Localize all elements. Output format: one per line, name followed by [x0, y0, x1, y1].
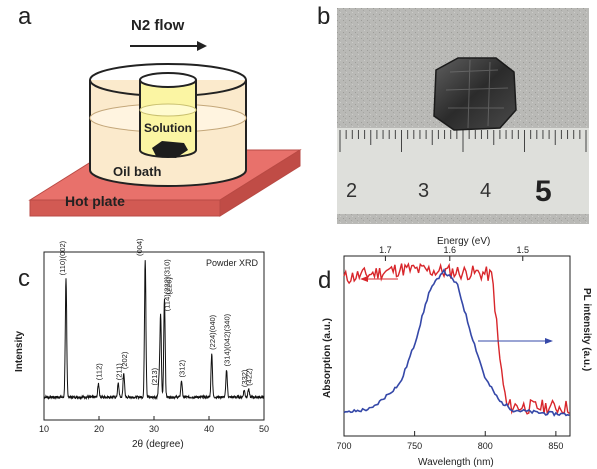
energy-tick-label: 1.7: [379, 245, 392, 255]
solution-surface: [139, 103, 197, 117]
xrd-peak-label: (314)(042)(340): [223, 313, 232, 366]
panel-a: a N2 flow Hot plate Solution Oil bath: [18, 3, 302, 217]
wavelength-tick-label: 750: [407, 441, 422, 451]
wavelength-tick-label: 800: [478, 441, 493, 451]
panel-c-letter: c: [18, 265, 30, 292]
panel-a-letter: a: [18, 3, 32, 30]
hot-plate-label: Hot plate: [65, 193, 125, 209]
xrd-peak-label: (110)(002): [58, 240, 67, 275]
perovskite-crystal: [433, 57, 517, 131]
wavelength-tick-label: 850: [548, 441, 563, 451]
xrd-y-label: Intensity: [14, 330, 25, 372]
n2-flow-label: N2 flow: [131, 17, 185, 34]
solution-label: Solution: [144, 121, 192, 135]
xrd-peak-label: (213): [150, 367, 159, 385]
xrd-peak-label: (220): [164, 277, 173, 295]
hot-plate-side: [219, 149, 301, 217]
ruler-number-5: 5: [535, 175, 552, 208]
ruler-ticks: [339, 130, 587, 152]
xrd-peak-label: (202): [120, 351, 129, 369]
crystal-in-vial: [152, 141, 188, 158]
panel-c: c Powder XRD 10 20 30 40 50 (110)(002)(112)(…: [14, 238, 269, 450]
xrd-x-tick-label: 10: [39, 424, 49, 434]
wavelength-tick-label: 700: [336, 441, 351, 451]
xrd-peak-labels: (110)(002) (112) (211)(202) (004) (220) (213)…: [58, 238, 254, 387]
xrd-x-tick-label: 30: [149, 424, 159, 434]
wavelength-x-label: Wavelength (nm): [418, 457, 494, 468]
absorption-axis-arrow-head: [360, 276, 368, 282]
xrd-peak-label: (004): [135, 238, 144, 256]
vial-rim: [139, 72, 197, 88]
panel-b-letter: b: [317, 3, 330, 30]
crystal-facets: [445, 59, 509, 129]
optical-axis-ticks: 700 750 800 850 1.7 1.6 1.5: [336, 245, 563, 451]
ruler-number-2: 2: [346, 180, 357, 202]
xrd-x-tick-label: 40: [204, 424, 214, 434]
energy-tick-label: 1.6: [444, 245, 457, 255]
xrd-peak-label: (422): [245, 368, 254, 386]
xrd-peak-label: (112): [94, 363, 103, 380]
xrd-x-label: 2θ (degree): [132, 439, 184, 450]
oil-bath-label: Oil bath: [113, 164, 161, 179]
ruler-number-4: 4: [480, 180, 491, 202]
absorption-y-label: Absorption (a.u.): [322, 318, 333, 398]
hot-plate-front: [29, 199, 221, 217]
xrd-peak-label: (114)(222)(310): [163, 259, 172, 311]
panel-d-letter: d: [318, 267, 331, 294]
panel-b: b 2 3 4 5: [317, 3, 589, 224]
energy-axis-label: Energy (eV): [437, 236, 490, 247]
xrd-peak-label: (224)(040): [208, 314, 217, 350]
xrd-x-tick-label: 20: [94, 424, 104, 434]
panel-d: d Energy (eV) 700 750 800 850 1.7 1.6 1.5 Abso…: [318, 236, 592, 468]
xrd-pattern-line: [43, 260, 265, 401]
pl-y-label: PL intensity (a.u.): [581, 288, 592, 371]
optical-plot-frame: [343, 255, 571, 437]
absorption-curve: [343, 262, 570, 415]
xrd-peak-label: (312): [178, 359, 187, 377]
xrd-peak-label: (332): [240, 369, 249, 387]
xrd-peak-label: (211): [114, 363, 123, 380]
energy-tick-label: 1.5: [517, 245, 530, 255]
xrd-x-ticks: 10 20 30 40 50: [39, 416, 269, 434]
pl-axis-arrow-head: [545, 338, 553, 344]
xrd-x-tick-label: 50: [259, 424, 269, 434]
ruler-number-3: 3: [418, 180, 429, 202]
flow-arrow-head: [197, 41, 207, 51]
pl-curve: [343, 268, 570, 417]
xrd-legend: Powder XRD: [206, 258, 259, 268]
